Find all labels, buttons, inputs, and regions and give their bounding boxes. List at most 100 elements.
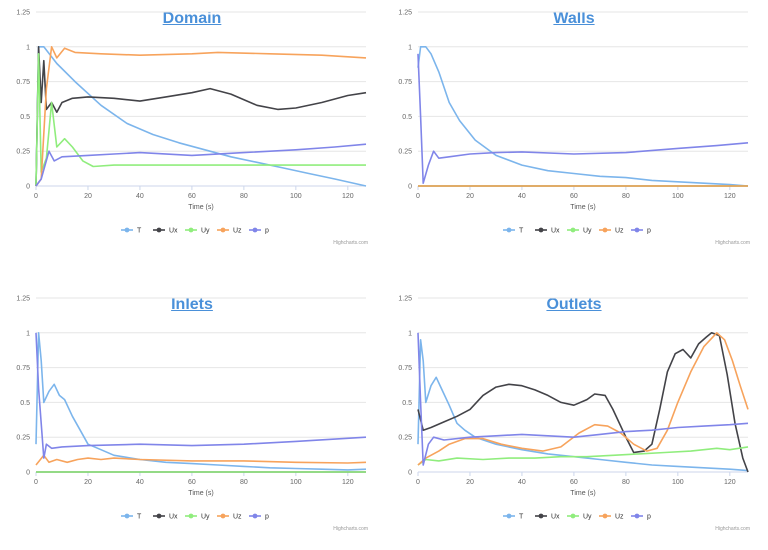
x-tick-label: 80: [622, 479, 630, 486]
x-tick-label: 120: [342, 479, 354, 486]
highcharts-credit[interactable]: Highcharts.com: [715, 240, 750, 246]
legend-item-ux[interactable]: Ux: [153, 228, 178, 235]
legend-marker: [506, 513, 512, 519]
legend-marker: [506, 227, 512, 233]
legend-marker: [602, 513, 608, 519]
legend-item-p[interactable]: p: [249, 228, 269, 235]
legend-item-uz[interactable]: Uz: [599, 228, 624, 235]
x-tick-label: 40: [518, 479, 526, 486]
legend-marker: [156, 513, 162, 519]
legend-marker: [252, 513, 258, 519]
x-tick-label: 80: [622, 193, 630, 200]
chart-svg-walls: 0 0.25 0.5 0.75 1 1.25 0 20 40 60 80 100 120 Time (s)…: [398, 10, 750, 247]
legend-item-ux[interactable]: Ux: [153, 514, 178, 521]
x-tick-label: 20: [84, 479, 92, 486]
legend-item-uz[interactable]: Uz: [599, 514, 624, 521]
series-line-uz[interactable]: [35, 454, 367, 466]
legend-item-p[interactable]: p: [631, 514, 651, 521]
legend-item-uy[interactable]: Uy: [185, 514, 210, 521]
x-tick-label: 120: [724, 479, 736, 486]
y-tick-label: 0.75: [398, 365, 412, 372]
series-line-t[interactable]: [417, 339, 749, 472]
legend-label: Uy: [201, 514, 210, 521]
x-tick-label: 60: [188, 479, 196, 486]
chart-title-walls[interactable]: Walls: [553, 10, 595, 27]
highcharts-credit[interactable]: Highcharts.com: [715, 526, 750, 532]
legend-label: T: [519, 228, 524, 235]
y-tick-label: 0.5: [402, 114, 412, 121]
legend-item-uy[interactable]: Uy: [567, 228, 592, 235]
y-tick-label: 1.25: [16, 10, 30, 17]
series-line-uy[interactable]: [35, 53, 366, 187]
legend-item-t[interactable]: T: [503, 514, 524, 521]
y-tick-label: 0.75: [16, 365, 30, 372]
legend-marker: [188, 227, 194, 233]
legend-marker: [188, 513, 194, 519]
chart-panel-domain: Domain 0 0.25 0.5 0.75 1 1.25 0 20 40 60 80 100 120 T…: [4, 4, 380, 264]
legend-marker: [156, 227, 162, 233]
legend-label: p: [647, 514, 651, 521]
y-tick-label: 1: [26, 330, 30, 337]
y-tick-label: 1: [408, 44, 412, 51]
series-line-p[interactable]: [35, 332, 367, 459]
legend-item-p[interactable]: p: [249, 514, 269, 521]
series-line-t[interactable]: [417, 46, 749, 187]
x-tick-label: 20: [84, 193, 92, 200]
chart-title-outlets[interactable]: Outlets: [546, 296, 602, 313]
legend-marker: [570, 227, 576, 233]
legend-item-uz[interactable]: Uz: [217, 514, 242, 521]
legend-item-t[interactable]: T: [121, 228, 142, 235]
legend-item-t[interactable]: T: [121, 514, 142, 521]
x-tick-label: 120: [342, 193, 354, 200]
y-tick-label: 1.25: [16, 296, 30, 303]
legend-item-t[interactable]: T: [503, 228, 524, 235]
y-tick-label: 0: [408, 470, 412, 477]
series-line-p[interactable]: [35, 143, 367, 187]
legend-item-uy[interactable]: Uy: [567, 514, 592, 521]
series-line-uz[interactable]: [35, 46, 367, 187]
series-line-p[interactable]: [417, 53, 749, 184]
legend-label: T: [137, 228, 142, 235]
legend-item-ux[interactable]: Ux: [535, 514, 560, 521]
legend-marker: [634, 227, 640, 233]
series-line-ux[interactable]: [35, 46, 367, 187]
x-axis-label: Time (s): [188, 204, 213, 211]
chart-svg-outlets: 0 0.25 0.5 0.75 1 1.25 0 20 40 60 80 100 120 Time (s)…: [398, 296, 750, 533]
legend-label: T: [137, 514, 142, 521]
legend-marker: [538, 227, 544, 233]
chart-title-domain[interactable]: Domain: [162, 10, 222, 27]
series-line-ux[interactable]: [417, 332, 749, 473]
chart-panel-inlets: Inlets 0 0.25 0.5 0.75 1 1.25 0 20 40 60 80 100 120 T…: [4, 290, 380, 550]
legend-item-ux[interactable]: Ux: [535, 228, 560, 235]
series-line-uy[interactable]: [417, 446, 749, 466]
legend-marker: [538, 513, 544, 519]
legend-marker: [252, 227, 258, 233]
chart-panel-outlets: Outlets 0 0.25 0.5 0.75 1 1.25 0 20 40 60 80 100 120…: [386, 290, 762, 550]
legend-label: p: [265, 514, 269, 521]
x-tick-label: 0: [416, 479, 420, 486]
y-tick-label: 0.5: [20, 400, 30, 407]
legend-label: Ux: [551, 228, 560, 235]
series-line-p[interactable]: [417, 332, 749, 466]
y-tick-label: 0: [408, 184, 412, 191]
y-tick-label: 0.25: [398, 435, 412, 442]
y-tick-label: 0.5: [402, 400, 412, 407]
legend-item-uz[interactable]: Uz: [217, 228, 242, 235]
highcharts-credit[interactable]: Highcharts.com: [333, 240, 368, 246]
chart-title-inlets[interactable]: Inlets: [171, 296, 213, 313]
highcharts-credit[interactable]: Highcharts.com: [333, 526, 368, 532]
x-tick-label: 0: [34, 479, 38, 486]
legend-label: Ux: [551, 514, 560, 521]
series-line-uz[interactable]: [417, 332, 749, 466]
y-tick-label: 1: [26, 44, 30, 51]
x-tick-label: 60: [570, 193, 578, 200]
legend-item-uy[interactable]: Uy: [185, 228, 210, 235]
series-line-t[interactable]: [35, 332, 367, 471]
legend-item-p[interactable]: p: [631, 228, 651, 235]
y-tick-label: 0.5: [20, 114, 30, 121]
x-tick-label: 100: [672, 193, 684, 200]
x-tick-label: 40: [518, 193, 526, 200]
y-tick-label: 0: [26, 470, 30, 477]
y-tick-label: 0.25: [16, 435, 30, 442]
y-tick-label: 0.75: [398, 79, 412, 86]
